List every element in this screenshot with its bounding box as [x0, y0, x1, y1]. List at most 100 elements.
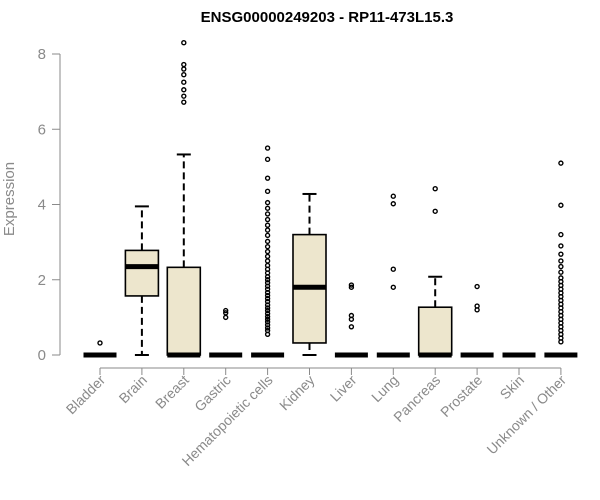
box — [417, 306, 453, 356]
y-tick-label: 2 — [38, 272, 46, 289]
outlier-point — [264, 205, 271, 211]
x-tick-label: Lung — [368, 372, 401, 405]
outlier-point — [264, 243, 271, 250]
outlier-point — [264, 232, 271, 239]
outlier-point — [264, 238, 271, 245]
outlier-point — [264, 292, 271, 299]
outlier-point — [558, 263, 564, 270]
outlier-point — [390, 193, 396, 199]
outlier-point — [474, 283, 480, 290]
outlier-point — [181, 79, 187, 85]
outlier-point — [264, 286, 271, 292]
outlier-point — [558, 251, 564, 257]
x-tick-label: Liver — [327, 372, 360, 405]
outlier-point — [264, 298, 271, 305]
box-kidney — [292, 192, 327, 356]
box-gastric — [209, 307, 243, 358]
x-tick-label: Prostate — [437, 372, 485, 420]
outlier-point — [264, 211, 271, 217]
outlier-point — [474, 303, 480, 309]
outlier-point — [432, 185, 438, 192]
x-tick-label: Bladder — [63, 372, 109, 418]
outlier-point — [348, 312, 355, 319]
outlier-point — [264, 216, 271, 223]
outlier-point — [264, 280, 271, 286]
outlier-point — [558, 231, 564, 238]
outlier-point — [222, 310, 229, 316]
outlier-point — [390, 284, 396, 290]
box-hematopoietic-cells — [251, 145, 285, 358]
outlier-point — [181, 87, 187, 93]
outlier-point — [348, 324, 355, 330]
box-lung — [376, 193, 410, 358]
outlier-point — [264, 175, 271, 181]
box-pancreas — [417, 185, 453, 358]
outlier-point — [264, 313, 271, 320]
x-tick-label: Breast — [152, 372, 192, 412]
y-tick-label: 8 — [38, 46, 46, 63]
x-tick-label: Unknown / Other — [483, 372, 569, 458]
box-plots — [83, 40, 578, 358]
outlier-point — [181, 71, 187, 78]
outlier-point — [264, 319, 271, 325]
outlier-point — [264, 307, 271, 314]
outlier-point — [390, 266, 396, 272]
outlier-point — [264, 258, 271, 264]
outlier-point — [558, 269, 564, 275]
outlier-point — [181, 66, 187, 72]
y-tick-label: 6 — [38, 121, 46, 138]
outlier-point — [264, 253, 271, 260]
outlier-point — [432, 208, 438, 214]
outlier-point — [181, 40, 187, 46]
outlier-point — [264, 322, 271, 328]
outlier-point — [264, 295, 271, 302]
outlier-point — [264, 145, 271, 151]
outlier-point — [181, 99, 187, 105]
outlier-point — [558, 202, 564, 208]
chart-title: ENSG00000249203 - RP11-473L15.3 — [201, 9, 454, 26]
outlier-point — [558, 160, 564, 166]
y-tick-label: 0 — [38, 347, 46, 364]
x-tick-label: Kidney — [276, 372, 318, 414]
box-unknown-other — [544, 160, 578, 358]
outlier-point — [264, 199, 271, 206]
outlier-point — [264, 277, 271, 283]
outlier-point — [264, 262, 271, 269]
x-tick-label: Brain — [116, 372, 150, 406]
outlier-point — [264, 222, 271, 228]
box — [166, 266, 202, 356]
outlier-point — [97, 340, 103, 346]
outlier-point — [348, 284, 355, 290]
outlier-point — [222, 307, 229, 314]
outlier-point — [390, 201, 396, 207]
y-axis: 0 2 4 6 8 — [38, 46, 61, 364]
box-liver — [334, 282, 368, 358]
box — [124, 249, 160, 297]
outlier-point — [264, 248, 271, 255]
outlier-point — [264, 156, 271, 163]
outlier-point — [264, 325, 271, 331]
box-prostate — [460, 283, 494, 358]
x-tick-label: Skin — [497, 372, 528, 403]
y-axis-label: Expression — [1, 162, 18, 236]
outlier-point — [264, 327, 271, 334]
outlier-point — [264, 316, 271, 322]
outlier-point — [264, 227, 271, 233]
outlier-point — [264, 305, 271, 311]
x-tick-label: Pancreas — [390, 372, 443, 425]
outlier-point — [558, 258, 564, 264]
outlier-point — [181, 93, 187, 99]
outlier-point — [558, 243, 564, 249]
outlier-point — [222, 314, 229, 321]
y-tick-label: 4 — [38, 197, 46, 214]
outlier-point — [264, 310, 271, 317]
outlier-point — [558, 275, 564, 281]
outlier-point — [264, 188, 271, 195]
box-breast — [166, 40, 202, 358]
outlier-point — [181, 61, 187, 68]
outlier-point — [348, 282, 355, 288]
box-brain — [124, 205, 160, 356]
box-bladder — [83, 340, 117, 358]
